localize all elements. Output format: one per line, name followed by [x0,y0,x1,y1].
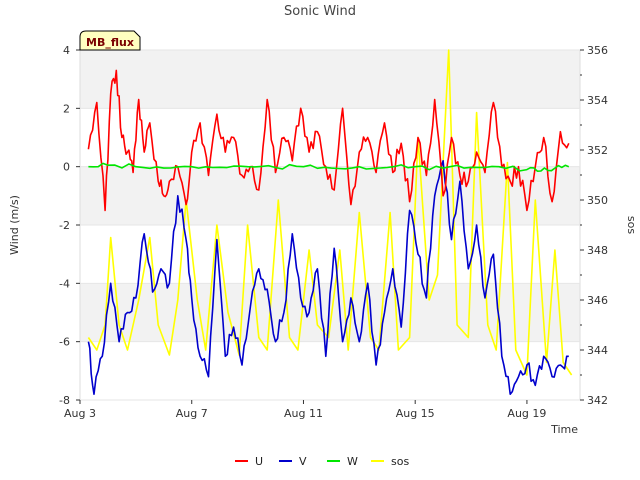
axes: 4 2 0 -2 -4 -6 -8 356 354 352 350 348 346 344 342 Aug 3… [59,44,608,420]
x-tick-label: Aug 19 [507,407,546,420]
y-tick-label: 0 [63,161,70,174]
y-tick-label: 4 [63,44,70,57]
y2-tick-label: 356 [587,44,608,57]
chart-title: Sonic Wind [284,4,356,19]
legend-label-v: V [299,455,307,468]
series-layer [87,49,573,395]
y2-tick-label: 342 [587,394,608,407]
x-axis-label: Time [550,423,578,436]
y-axis-label: Wind (m/s) [8,195,21,255]
y-tick-label: -8 [59,394,70,407]
series-line-v [87,160,569,395]
y-tick-label: -6 [59,336,70,349]
x-tick-label: Aug 15 [396,407,435,420]
x-tick-label: Aug 11 [284,407,323,420]
band [80,50,580,109]
y2-tick-label: 350 [587,194,608,207]
badge-label: MB_flux [86,36,134,49]
x-tick-label: Aug 7 [176,407,208,420]
y-tick-label: 2 [63,102,70,115]
y2-axis-label: sos [625,216,638,234]
legend-label-w: W [347,455,358,468]
mb-flux-badge: MB_flux [79,30,141,51]
y2-tick-label: 344 [587,344,608,357]
y2-tick-label: 346 [587,294,608,307]
y2-tick-label: 352 [587,144,608,157]
legend-label-sos: sos [391,455,409,468]
series-line-w [88,162,570,172]
x-tick-label: Aug 3 [64,407,96,420]
y2-tick-label: 354 [587,94,608,107]
badge-shape [79,30,141,51]
series-line-sos [87,49,573,376]
y-tick-label: -4 [59,277,70,290]
y2-tick-label: 348 [587,244,608,257]
legend-label-u: U [255,455,263,468]
y-tick-label: -2 [59,219,70,232]
